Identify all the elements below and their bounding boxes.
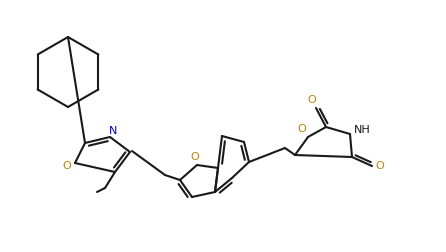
Text: O: O [297,124,306,134]
Text: O: O [376,161,384,171]
Text: NH: NH [354,125,370,135]
Text: O: O [308,95,316,105]
Text: O: O [190,152,199,162]
Text: O: O [62,161,71,171]
Text: N: N [109,126,117,136]
